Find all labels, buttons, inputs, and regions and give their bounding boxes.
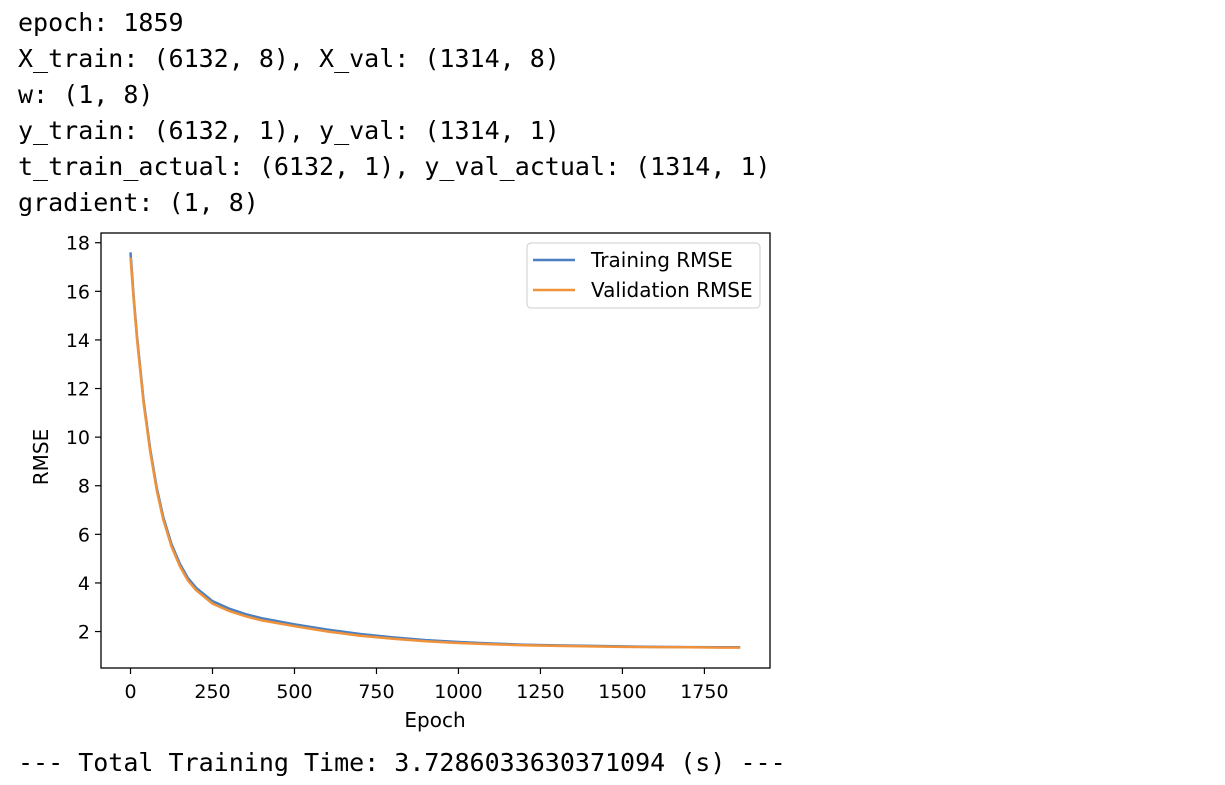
x-tick-label: 1250 bbox=[516, 681, 564, 703]
x-axis-ticks: 0 250 500 750 1000 1250 1500 1750 bbox=[124, 668, 729, 703]
x-tick-label: 750 bbox=[358, 681, 394, 703]
training-rmse-line bbox=[129, 252, 741, 649]
y-tick-label: 16 bbox=[66, 281, 90, 303]
y-tick-label: 12 bbox=[66, 379, 90, 401]
output-line: t_train_actual: (6132, 1), y_val_actual:… bbox=[18, 152, 771, 181]
series-lines bbox=[129, 252, 741, 649]
y-tick-label: 10 bbox=[66, 427, 90, 449]
plot-frame bbox=[100, 232, 771, 669]
y-tick-label: 14 bbox=[66, 330, 90, 352]
x-tick-label: 1500 bbox=[598, 681, 646, 703]
y-axis-title: RMSE bbox=[29, 429, 53, 485]
output-line: gradient: (1, 8) bbox=[18, 188, 259, 217]
x-tick-label: 1000 bbox=[434, 681, 482, 703]
legend-label-validation: Validation RMSE bbox=[591, 278, 753, 302]
x-tick-label: 500 bbox=[276, 681, 312, 703]
output-line: X_train: (6132, 8), X_val: (1314, 8) bbox=[18, 44, 560, 73]
output-line: epoch: 1859 bbox=[18, 8, 184, 37]
x-tick-label: 0 bbox=[124, 681, 136, 703]
y-axis-ticks: 2 4 6 8 10 12 14 16 18 bbox=[66, 233, 101, 644]
x-axis-title: Epoch bbox=[404, 708, 465, 732]
y-tick-label: 18 bbox=[66, 233, 90, 255]
output-line: w: (1, 8) bbox=[18, 80, 154, 109]
rmse-chart: 2 4 6 8 10 12 14 16 18 0 250 500 750 1000 1250 1500 175… bbox=[29, 232, 771, 732]
y-tick-label: 8 bbox=[78, 476, 90, 498]
output-line: y_train: (6132, 1), y_val: (1314, 1) bbox=[18, 116, 560, 145]
y-tick-label: 2 bbox=[78, 622, 90, 644]
x-tick-label: 1750 bbox=[680, 681, 728, 703]
x-tick-label: 250 bbox=[194, 681, 230, 703]
legend-label-training: Training RMSE bbox=[590, 248, 733, 272]
y-tick-label: 6 bbox=[78, 524, 90, 546]
legend-box bbox=[526, 242, 761, 309]
y-tick-label: 4 bbox=[78, 573, 90, 595]
validation-rmse-line bbox=[129, 257, 741, 649]
legend: Training RMSE Validation RMSE bbox=[526, 242, 761, 309]
training-time-footer: --- Total Training Time: 3.7286033630371… bbox=[18, 748, 786, 777]
